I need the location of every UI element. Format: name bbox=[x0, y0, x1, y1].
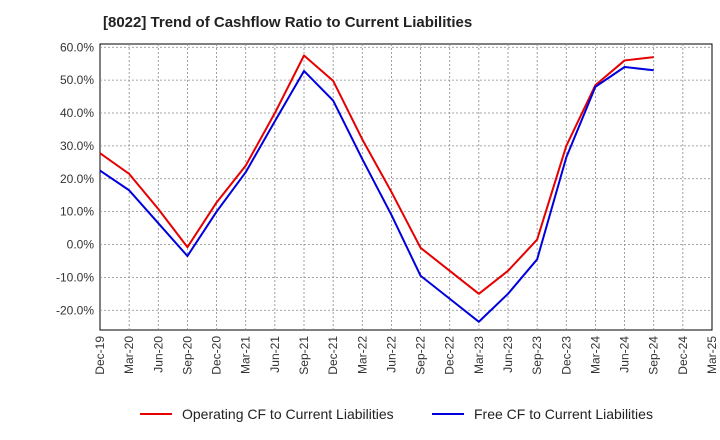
x-tick-label: Jun-22 bbox=[384, 336, 398, 373]
y-tick-label: -20.0% bbox=[56, 303, 94, 317]
y-tick-label: 30.0% bbox=[60, 139, 94, 153]
x-tick-label: Mar-25 bbox=[705, 336, 719, 374]
x-tick-label: Dec-21 bbox=[326, 336, 340, 375]
x-tick-label: Mar-23 bbox=[472, 336, 486, 374]
x-tick-label: Dec-23 bbox=[559, 336, 573, 375]
plot-frame bbox=[99, 43, 713, 331]
x-tick-label: Dec-22 bbox=[443, 336, 457, 375]
y-tick-label: 10.0% bbox=[60, 205, 94, 219]
x-tick-label: Sep-24 bbox=[647, 336, 661, 375]
x-tick-label: Mar-22 bbox=[355, 336, 369, 374]
x-tick-label: Sep-21 bbox=[297, 336, 311, 375]
y-tick-label: 40.0% bbox=[60, 106, 94, 120]
x-tick-label: Jun-20 bbox=[151, 336, 165, 373]
series-line-2 bbox=[99, 66, 654, 323]
x-tick-label: Jun-21 bbox=[268, 336, 282, 373]
chart-title: [8022] Trend of Cashflow Ratio to Curren… bbox=[103, 14, 473, 31]
x-tick-label: Dec-24 bbox=[676, 336, 690, 375]
x-tick-label: Sep-23 bbox=[530, 336, 544, 375]
x-tick-label: Jun-24 bbox=[618, 336, 632, 373]
x-tick-label: Mar-24 bbox=[588, 336, 602, 374]
x-tick-label: Mar-20 bbox=[122, 336, 136, 374]
y-tick-label: 0.0% bbox=[67, 238, 95, 252]
x-tick-label: Dec-20 bbox=[210, 336, 224, 375]
x-tick-label: Dec-19 bbox=[93, 336, 107, 375]
legend-label-2: Free CF to Current Liabilities bbox=[474, 406, 653, 422]
x-tick-label: Mar-21 bbox=[239, 336, 253, 374]
series-line-1 bbox=[99, 54, 654, 295]
x-tick-label: Sep-20 bbox=[180, 336, 194, 375]
x-tick-label: Sep-22 bbox=[414, 336, 428, 375]
y-tick-label: 20.0% bbox=[60, 172, 94, 186]
x-tick-label: Jun-23 bbox=[501, 336, 515, 373]
legend-label-1: Operating CF to Current Liabilities bbox=[182, 406, 394, 422]
y-tick-label: 60.0% bbox=[60, 40, 94, 54]
y-tick-label: -10.0% bbox=[56, 270, 94, 284]
y-tick-label: 50.0% bbox=[60, 73, 94, 87]
